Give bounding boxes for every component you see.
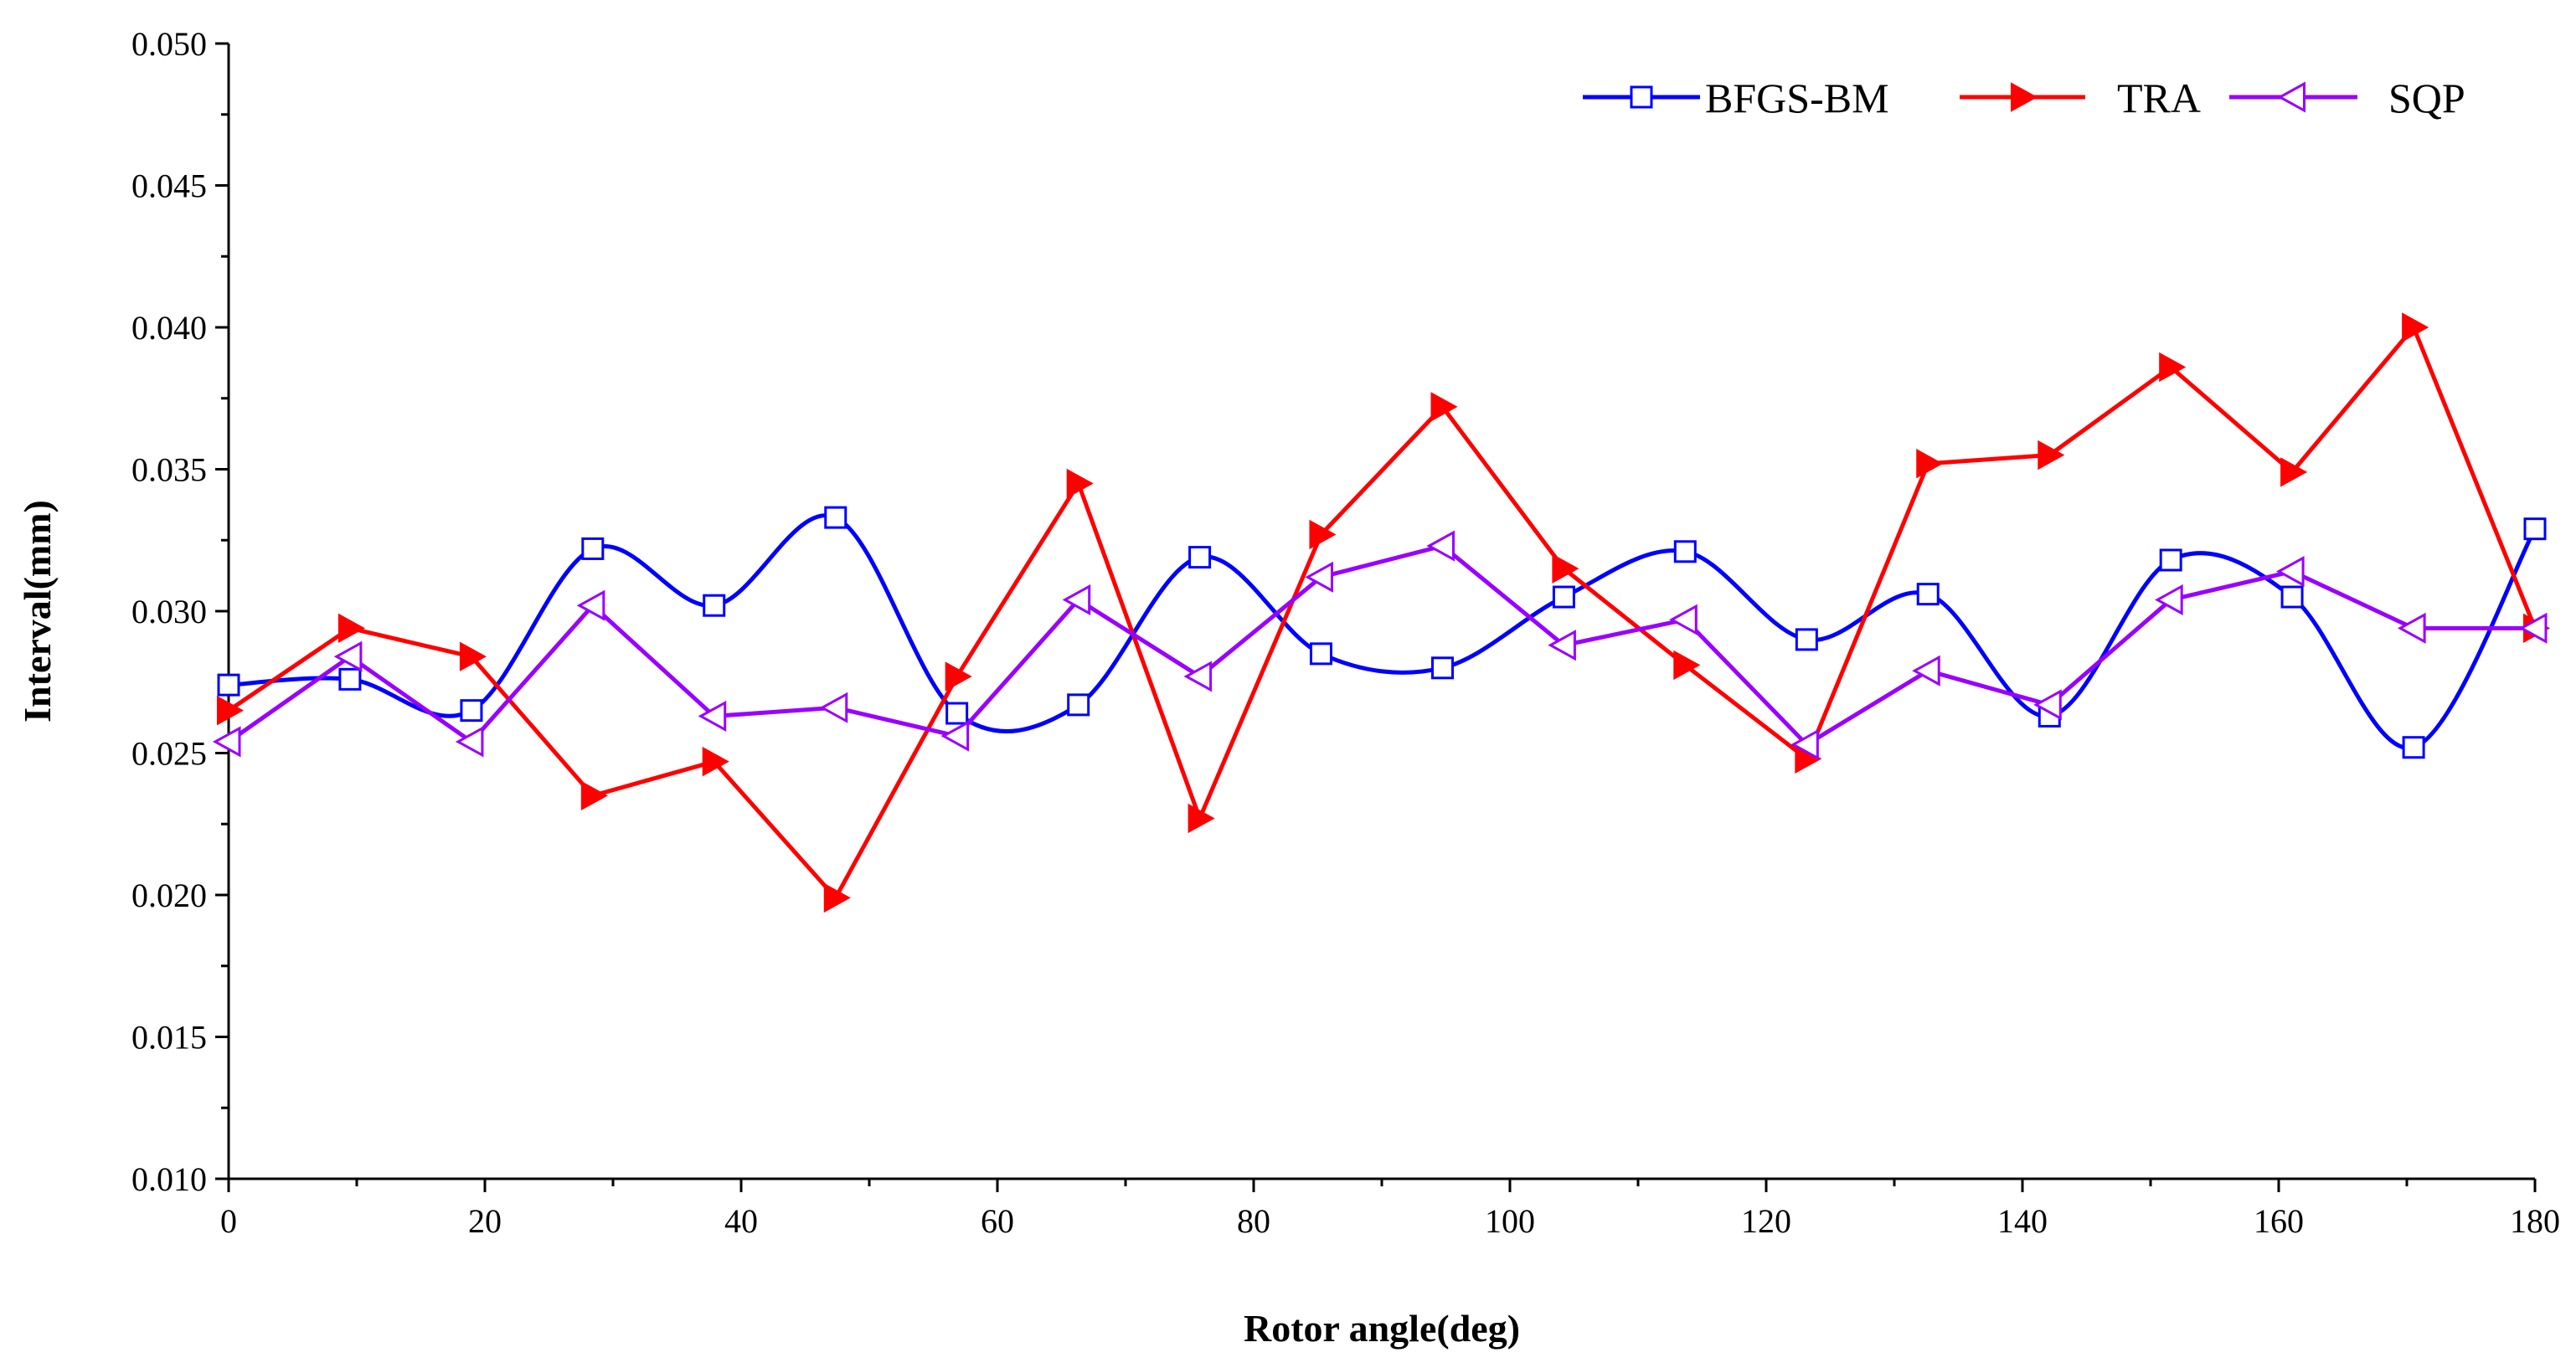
data-point-sqp: [1548, 630, 1576, 661]
tick-marks: [215, 42, 2537, 1192]
data-point-tra: [1188, 803, 1215, 834]
legend-marker-tra: [2011, 82, 2038, 112]
data-point-tra: [945, 661, 972, 692]
data-point-tra: [1066, 468, 1094, 499]
x-axis-title: Rotor angle(deg): [1244, 1307, 1520, 1350]
legend: BFGS-BM TRA SQP: [1583, 75, 2465, 121]
y-tick-label: 0.050: [131, 25, 207, 63]
legend-item-bfgs-bm: BFGS-BM: [1583, 75, 1889, 121]
data-point-sqp: [1669, 604, 1698, 635]
x-tick-label: 140: [1997, 1202, 2048, 1240]
x-tick-label: 180: [2510, 1202, 2560, 1240]
data-point-bfgs-bm: [2523, 517, 2547, 541]
legend-label-bfgs-bm: BFGS-BM: [1705, 75, 1889, 121]
data-point-bfgs-bm: [338, 667, 362, 691]
data-point-sqp: [2518, 612, 2548, 644]
data-point-sqp: [1426, 530, 1455, 562]
y-tick-label: 0.030: [131, 593, 207, 630]
data-point-sqp: [1183, 661, 1213, 692]
x-tick-label: 100: [1485, 1202, 1535, 1240]
data-point-sqp: [1790, 728, 1819, 760]
data-point-tra: [1916, 449, 1944, 479]
x-tick-label: 40: [724, 1202, 758, 1240]
y-tick-label: 0.015: [131, 1019, 207, 1057]
y-tick-label: 0.035: [131, 451, 207, 489]
data-point-bfgs-bm: [1795, 628, 1818, 651]
data-point-sqp: [940, 720, 970, 752]
data-point-tra: [2159, 352, 2187, 383]
data-point-tra: [217, 695, 245, 726]
tick-labels: 0 20 40 60 80 100 120 140 160 180 0.010 0.015 0.020 0…: [131, 25, 2560, 1240]
data-point-bfgs-bm: [217, 673, 240, 697]
series-bfgs-bm: [217, 506, 2547, 759]
x-tick-label: 60: [981, 1202, 1014, 1240]
data-point-tra: [1309, 519, 1337, 550]
data-point-bfgs-bm: [703, 594, 726, 617]
series-sqp: [212, 530, 2548, 760]
y-tick-label: 0.045: [131, 167, 207, 205]
data-point-bfgs-bm: [2159, 548, 2182, 572]
data-point-bfgs-bm: [824, 506, 848, 529]
series-layer: [212, 312, 2551, 913]
data-point-tra: [1673, 650, 1701, 681]
legend-label-tra: TRA: [2117, 75, 2201, 121]
data-point-bfgs-bm: [1431, 656, 1455, 680]
data-point-sqp: [1912, 655, 1940, 687]
data-point-bfgs-bm: [945, 702, 969, 725]
data-point-bfgs-bm: [581, 537, 605, 560]
data-point-bfgs-bm: [1916, 583, 1940, 606]
x-tick-label: 80: [1237, 1202, 1270, 1240]
series-line-sqp: [227, 543, 2535, 747]
data-point-sqp: [2275, 555, 2305, 588]
x-tick-label: 0: [220, 1202, 237, 1240]
data-point-sqp: [333, 640, 363, 672]
data-point-sqp: [455, 726, 484, 758]
data-point-sqp: [698, 700, 727, 732]
x-tick-label: 160: [2254, 1202, 2304, 1240]
legend-label-sqp: SQP: [2388, 75, 2465, 121]
data-point-bfgs-bm: [1552, 585, 1575, 609]
data-point-tra: [702, 746, 729, 777]
legend-marker-bfgs-bm: [1630, 85, 1653, 109]
data-point-bfgs-bm: [460, 699, 483, 723]
data-point-bfgs-bm: [2402, 736, 2425, 759]
legend-item-tra: TRA: [1960, 75, 2201, 121]
data-point-bfgs-bm: [2280, 585, 2304, 609]
data-point-tra: [2402, 312, 2429, 342]
data-point-sqp: [2398, 612, 2426, 644]
legend-marker-sqp: [2277, 81, 2306, 113]
y-tick-label: 0.010: [131, 1160, 207, 1198]
legend-item-sqp: SQP: [2229, 75, 2465, 121]
y-tick-label: 0.020: [131, 877, 207, 914]
y-tick-label: 0.025: [131, 735, 207, 773]
series-line-tra: [227, 325, 2537, 900]
data-point-tra: [2280, 457, 2308, 487]
data-point-tra: [823, 882, 851, 913]
data-point-sqp: [1062, 584, 1091, 615]
data-point-sqp: [2155, 584, 2183, 615]
series-line-bfgs-bm: [228, 513, 2537, 750]
data-point-tra: [1430, 392, 1458, 422]
series-tra: [217, 312, 2551, 913]
data-point-bfgs-bm: [1309, 642, 1332, 666]
data-point-sqp: [819, 692, 848, 723]
x-tick-label: 20: [468, 1202, 502, 1240]
data-point-tra: [1552, 553, 1579, 584]
data-point-tra: [337, 613, 365, 644]
data-point-sqp: [1305, 561, 1333, 593]
data-point-tra: [459, 641, 487, 671]
x-tick-label: 120: [1741, 1202, 1791, 1240]
data-point-tra: [580, 780, 608, 811]
data-point-sqp: [212, 726, 241, 758]
y-axis-title: Interval(mm): [16, 500, 59, 723]
data-point-sqp: [576, 589, 605, 621]
data-point-bfgs-bm: [1067, 693, 1090, 717]
data-point-tra: [2038, 440, 2065, 471]
data-point-bfgs-bm: [1188, 546, 1212, 569]
axes: [227, 44, 2535, 1180]
y-tick-label: 0.040: [131, 309, 207, 347]
data-point-bfgs-bm: [1673, 540, 1697, 563]
data-point-sqp: [2033, 689, 2062, 721]
